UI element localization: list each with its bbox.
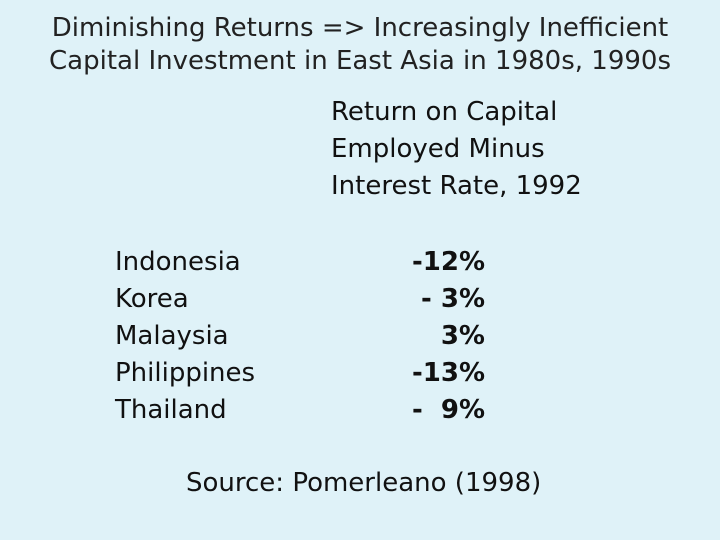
value-list: -12% - 3% 3% -13% - 9% — [390, 244, 485, 429]
title-line-2: Capital Investment in East Asia in 1980s… — [49, 46, 671, 76]
country-label: Malaysia — [115, 321, 229, 351]
country-list: Indonesia Korea Malaysia Philippines Tha… — [115, 244, 255, 429]
column-header: Return on Capital Employed Minus Interes… — [331, 94, 582, 205]
source-citation: Source: Pomerleano (1998) — [186, 468, 542, 498]
country-label: Philippines — [115, 358, 256, 388]
return-value: - 9% — [411, 395, 485, 425]
country-label: Thailand — [115, 395, 227, 425]
column-header-line-2: Employed Minus — [331, 134, 545, 164]
return-value: 3% — [440, 321, 485, 351]
return-value: - 3% — [421, 284, 485, 314]
return-value: -12% — [411, 247, 485, 277]
column-header-line-3: Interest Rate, 1992 — [331, 171, 582, 201]
country-label: Indonesia — [115, 247, 241, 277]
country-label: Korea — [115, 284, 189, 314]
column-header-line-1: Return on Capital — [331, 97, 558, 127]
slide-title: Diminishing Returns => Increasingly Inef… — [0, 12, 720, 78]
title-line-1: Diminishing Returns => Increasingly Inef… — [51, 13, 669, 43]
return-value: -13% — [411, 358, 485, 388]
